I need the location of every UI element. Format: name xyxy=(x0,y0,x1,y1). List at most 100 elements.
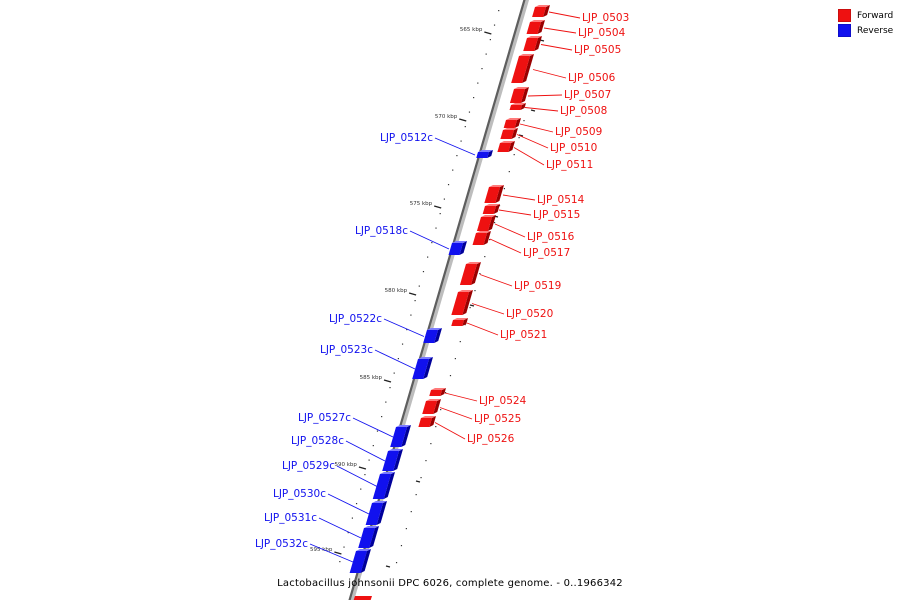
gene-label[interactable]: LJP_0521 xyxy=(500,329,547,341)
gene-label[interactable]: LJP_0509 xyxy=(555,126,602,138)
gene-label[interactable]: LJP_0511 xyxy=(546,159,593,171)
gene-ljp_0512c[interactable] xyxy=(476,150,493,158)
gene-ljp_0516[interactable] xyxy=(476,215,496,231)
minor-tick xyxy=(372,445,374,447)
minor-tick xyxy=(368,459,370,461)
gene-ljp_0531c[interactable] xyxy=(358,526,379,548)
gene-ljp_0526[interactable] xyxy=(418,416,436,427)
gene-label[interactable]: LJP_0516 xyxy=(527,231,575,243)
gene-ljp_0509[interactable] xyxy=(503,118,521,128)
minor-tick xyxy=(418,285,420,287)
minor-tick xyxy=(481,68,483,70)
gene-body xyxy=(349,551,367,573)
gene-label[interactable]: LJP_0531c xyxy=(264,512,317,524)
minor-tick xyxy=(474,290,476,292)
gene-ljp_0517[interactable] xyxy=(472,231,491,245)
gene-ljp_0521[interactable] xyxy=(451,318,468,326)
gene-ljp_0527c[interactable] xyxy=(390,425,411,447)
gene-ljp_0514[interactable] xyxy=(484,185,504,203)
scale-tick-label: 575 kbp xyxy=(410,201,433,207)
gene-body-side xyxy=(376,501,387,525)
gene-label[interactable]: LJP_0503 xyxy=(582,12,629,24)
scale-tick-label: 585 kbp xyxy=(360,375,383,381)
gene-ljp_0522c[interactable] xyxy=(423,328,442,343)
gene-label[interactable]: LJP_0504 xyxy=(578,27,626,39)
gene-body-side xyxy=(429,416,436,427)
gene-partial[interactable] xyxy=(353,596,372,600)
gene-body-top xyxy=(476,231,491,233)
gene-label[interactable]: LJP_0528c xyxy=(291,435,344,447)
gene-body xyxy=(509,105,522,110)
gene-body xyxy=(526,22,541,34)
gene-label[interactable]: LJP_0527c xyxy=(298,412,351,424)
gene-label[interactable]: LJP_0532c xyxy=(255,538,308,550)
gene-ljp_0504[interactable] xyxy=(526,20,545,34)
gene-label[interactable]: LJP_0522c xyxy=(329,313,382,325)
minor-tick xyxy=(393,372,395,374)
gene-label[interactable]: LJP_0519 xyxy=(514,280,561,292)
gene-label[interactable]: LJP_0529c xyxy=(282,460,335,472)
gene-label[interactable]: LJP_0515 xyxy=(533,209,580,221)
gene-label[interactable]: LJP_0507 xyxy=(564,89,611,101)
scale-tick-label: 570 kbp xyxy=(435,114,458,120)
gene-label[interactable]: LJP_0514 xyxy=(537,194,585,206)
gene-label[interactable]: LJP_0525 xyxy=(474,413,521,425)
gene-label[interactable]: LJP_0526 xyxy=(467,433,515,445)
gene-body-top xyxy=(527,36,542,38)
gene-ljp_0532c[interactable] xyxy=(349,549,371,573)
gene-body xyxy=(418,418,432,427)
gene-body xyxy=(497,143,511,152)
gene-label[interactable]: LJP_0508 xyxy=(560,105,607,117)
gene-label[interactable]: LJP_0512c xyxy=(380,132,433,144)
gene-label[interactable]: LJP_0510 xyxy=(550,142,597,154)
gene-label[interactable]: LJP_0524 xyxy=(479,395,527,407)
gene-ljp_0518c[interactable] xyxy=(448,241,467,255)
gene-ljp_0523c[interactable] xyxy=(412,357,433,379)
gene-leader-line xyxy=(498,209,532,216)
gene-ljp_0520[interactable] xyxy=(451,290,473,315)
gene-body xyxy=(503,120,517,128)
tick-mark xyxy=(518,134,524,137)
minor-tick xyxy=(435,227,437,229)
gene-body-top xyxy=(364,526,379,528)
gene-label[interactable]: LJP_0518c xyxy=(355,225,408,237)
gene-label[interactable]: LJP_0517 xyxy=(523,247,570,259)
gene-label[interactable]: LJP_0506 xyxy=(568,72,616,84)
gene-ljp_0525[interactable] xyxy=(422,399,441,414)
gene-label[interactable]: LJP_0523c xyxy=(320,344,373,356)
gene-body-top xyxy=(372,501,387,503)
gene-ljp_0503[interactable] xyxy=(532,5,550,17)
gene-ljp_0519[interactable] xyxy=(459,262,481,285)
gene-ljp_0515[interactable] xyxy=(482,204,500,214)
minor-tick xyxy=(484,256,486,258)
gene-leader-line xyxy=(383,318,425,337)
minor-tick xyxy=(400,545,403,547)
gene-ljp_0511[interactable] xyxy=(497,141,515,152)
gene-ljp_0524[interactable] xyxy=(429,388,446,396)
gene-ljp_0529c[interactable] xyxy=(372,472,395,499)
minor-tick xyxy=(406,329,408,331)
gene-ljp_0505[interactable] xyxy=(523,36,542,51)
gene-ljp_0508[interactable] xyxy=(509,103,526,110)
gene-ljp_0506[interactable] xyxy=(511,54,534,83)
tick-mark xyxy=(385,565,391,568)
gene-ljp_0510[interactable] xyxy=(500,128,518,139)
gene-label[interactable]: LJP_0505 xyxy=(574,44,621,56)
minor-tick xyxy=(489,239,491,241)
minor-tick xyxy=(389,387,391,389)
gene-body-top xyxy=(481,215,496,217)
gene-body xyxy=(365,503,383,525)
gene-body-side xyxy=(383,472,395,499)
minor-tick xyxy=(518,137,520,139)
gene-label[interactable]: LJP_0520 xyxy=(506,308,553,320)
gene-body xyxy=(459,264,477,285)
gene-body-top xyxy=(535,5,550,7)
minor-tick xyxy=(397,358,399,360)
strand-legend: Forward Reverse xyxy=(838,8,898,38)
gene-label[interactable]: LJP_0530c xyxy=(273,488,326,500)
gene-ljp_0530c[interactable] xyxy=(365,501,387,525)
minor-tick xyxy=(376,430,379,432)
gene-ljp_0528c[interactable] xyxy=(382,449,403,471)
gene-ljp_0507[interactable] xyxy=(509,87,529,103)
